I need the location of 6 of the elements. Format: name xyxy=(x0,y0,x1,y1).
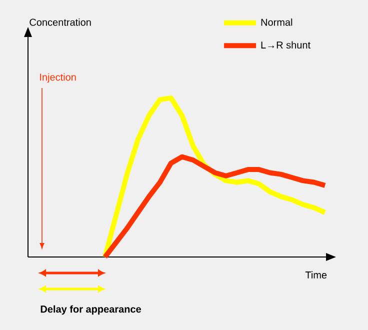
x-axis-title: Time xyxy=(305,271,327,279)
text: Injection xyxy=(40,73,76,83)
text: Delay for appearance xyxy=(40,305,141,315)
legend-label: Normal xyxy=(261,18,292,26)
text: Concentration xyxy=(30,18,91,26)
legend-label: L→R shunt xyxy=(261,41,310,49)
